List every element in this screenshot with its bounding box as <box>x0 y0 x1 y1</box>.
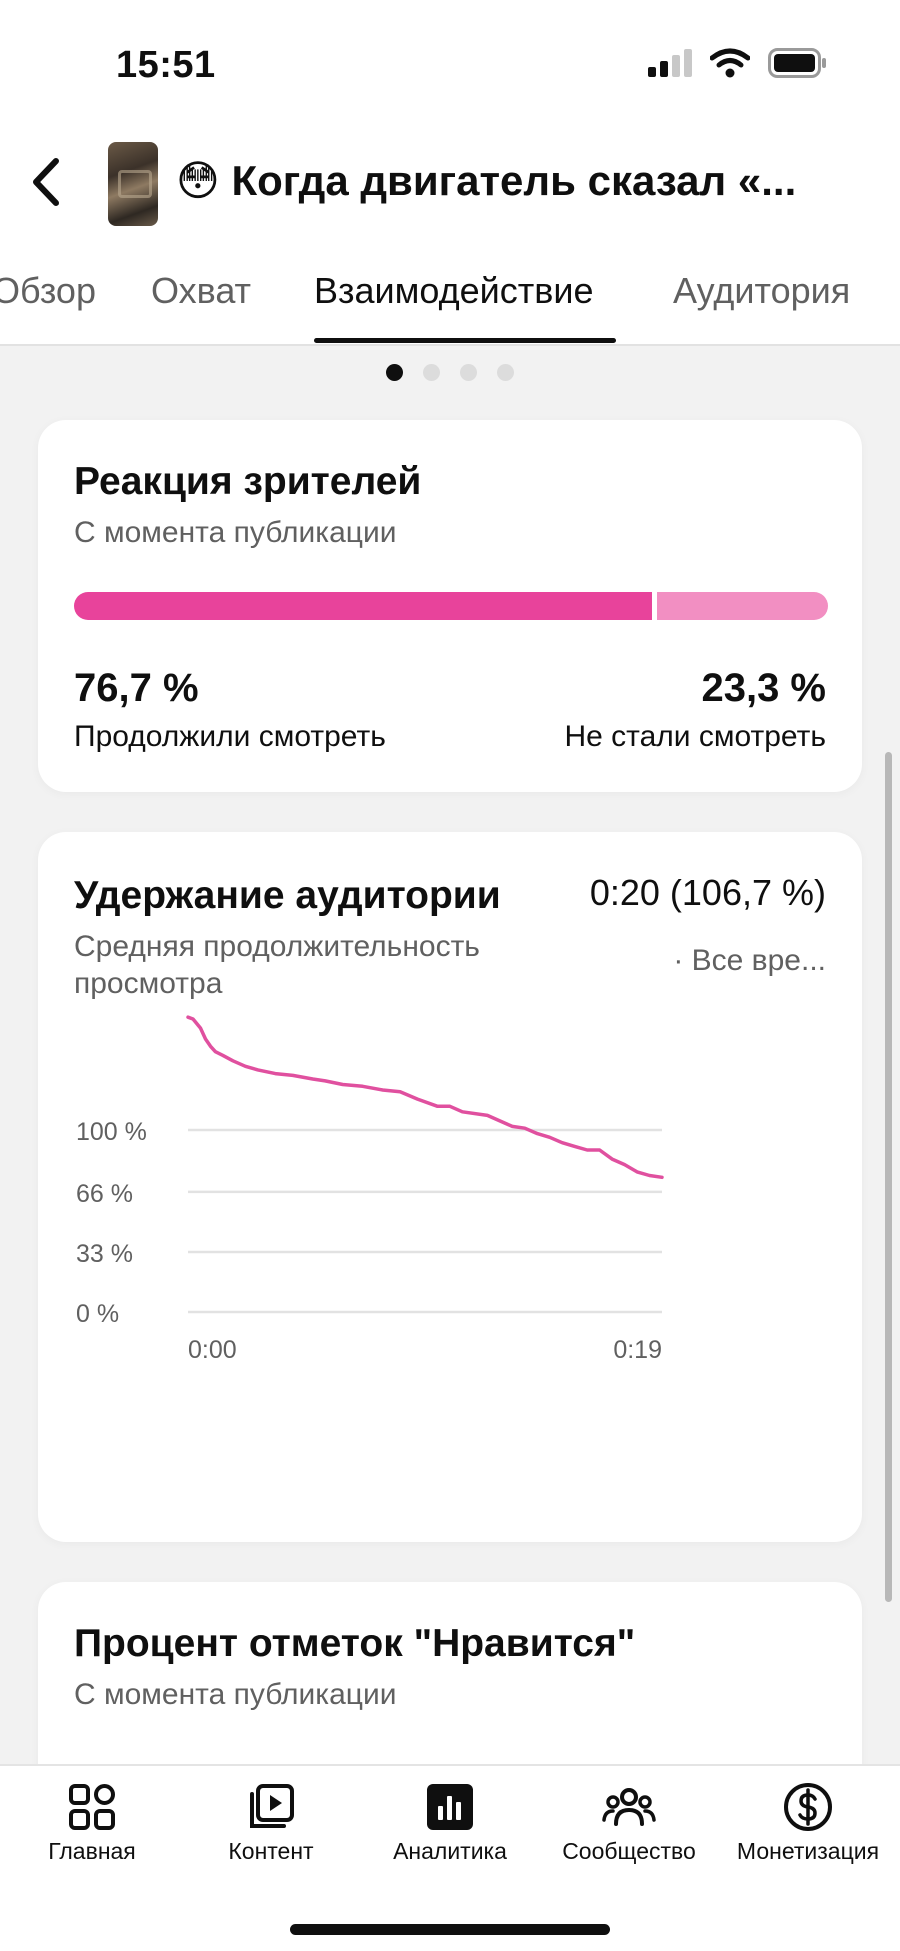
status-bar: 15:51 <box>0 0 900 120</box>
audience-retention-card[interactable]: Удержание аудитории 0:20 (106,7 %) Средн… <box>38 832 862 1542</box>
continued-percent: 76,7 % <box>74 666 199 710</box>
home-grid-icon <box>69 1784 115 1830</box>
nav-analytics-label: Аналитика <box>393 1838 507 1864</box>
top-header: 😳 Когда двигатель сказал «... <box>0 120 900 242</box>
battery-icon <box>768 48 826 78</box>
y-tick-label: 33 % <box>76 1240 133 1268</box>
tab-overview[interactable]: Обзор <box>0 270 96 311</box>
nav-community-label: Сообщество <box>562 1838 696 1864</box>
wifi-icon <box>710 48 750 78</box>
content-play-icon <box>250 1784 294 1828</box>
tab-reach[interactable]: Охват <box>151 270 252 311</box>
analytics-tabs: Обзор Охват Взаимодействие Аудитория <box>0 242 900 346</box>
tab-engagement[interactable]: Взаимодействие <box>314 270 594 311</box>
home-indicator <box>290 1924 610 1935</box>
pager-dots <box>0 364 900 381</box>
nav-monetization[interactable]: Монетизация <box>718 1766 898 1896</box>
continued-label: Продолжили смотреть <box>74 720 386 753</box>
active-tab-underline <box>314 338 616 343</box>
flushed-face-emoji: 😳 <box>176 157 220 204</box>
viewer-reaction-title: Реакция зрителей <box>74 460 422 503</box>
nav-home[interactable]: Главная <box>2 1766 182 1896</box>
retention-subtitle: Средняя продолжительность просмотра <box>74 930 480 1000</box>
likes-title: Процент отметок "Нравится" <box>74 1622 636 1665</box>
status-icons <box>648 48 828 78</box>
tab-audience[interactable]: Аудитория <box>673 270 851 311</box>
likes-subtitle: С момента публикации <box>74 1678 397 1711</box>
video-title: 😳 Когда двигатель сказал «... <box>176 156 876 205</box>
nav-home-label: Главная <box>48 1838 136 1864</box>
bottom-navigation: Главная Контент Аналитика Сообщество <box>0 1764 900 1951</box>
analytics-chart-icon <box>427 1784 473 1830</box>
reaction-bar-stopped <box>657 592 828 620</box>
retention-title: Удержание аудитории <box>74 874 501 917</box>
x-tick-label: 0:19 <box>613 1336 662 1364</box>
retention-value: 0:20 (106,7 %) <box>589 872 826 913</box>
cellular-signal-icon <box>648 49 692 77</box>
status-time: 15:51 <box>116 44 216 86</box>
stopped-label: Не стали смотреть <box>564 720 826 753</box>
pager-dot-2[interactable] <box>423 364 440 381</box>
video-thumbnail <box>108 142 158 226</box>
community-people-icon <box>602 1788 656 1826</box>
retention-chart: 100 % 66 % 33 % 0 % 0:00 0:19 <box>76 1015 664 1364</box>
reaction-bar <box>74 592 828 620</box>
period-selector[interactable]: · Все вре... <box>673 944 826 977</box>
back-button[interactable] <box>22 152 70 212</box>
pager-dot-4[interactable] <box>497 364 514 381</box>
y-tick-label: 100 % <box>76 1118 147 1146</box>
video-title-text: Когда двигатель сказал «... <box>231 157 797 204</box>
nav-content[interactable]: Контент <box>181 1766 361 1896</box>
nav-monetization-label: Монетизация <box>736 1838 880 1864</box>
dollar-coin-icon <box>784 1783 832 1831</box>
retention-line <box>186 1015 664 1180</box>
y-tick-label: 0 % <box>76 1300 119 1328</box>
reaction-bar-continued <box>74 592 653 620</box>
y-tick-label: 66 % <box>76 1180 133 1208</box>
nav-content-label: Контент <box>228 1838 314 1864</box>
scrollbar[interactable] <box>885 752 892 1602</box>
viewer-reaction-card[interactable]: Реакция зрителей С момента публикации 76… <box>38 420 862 792</box>
viewer-reaction-subtitle: С момента публикации <box>74 516 397 549</box>
stopped-percent: 23,3 % <box>701 666 826 710</box>
pager-dot-3[interactable] <box>460 364 477 381</box>
nav-community[interactable]: Сообщество <box>539 1766 719 1896</box>
chevron-left-icon <box>33 158 59 206</box>
x-tick-label: 0:00 <box>188 1336 237 1364</box>
reaction-bar-gap <box>652 592 658 620</box>
nav-analytics[interactable]: Аналитика <box>360 1766 540 1896</box>
pager-dot-1[interactable] <box>386 364 403 381</box>
